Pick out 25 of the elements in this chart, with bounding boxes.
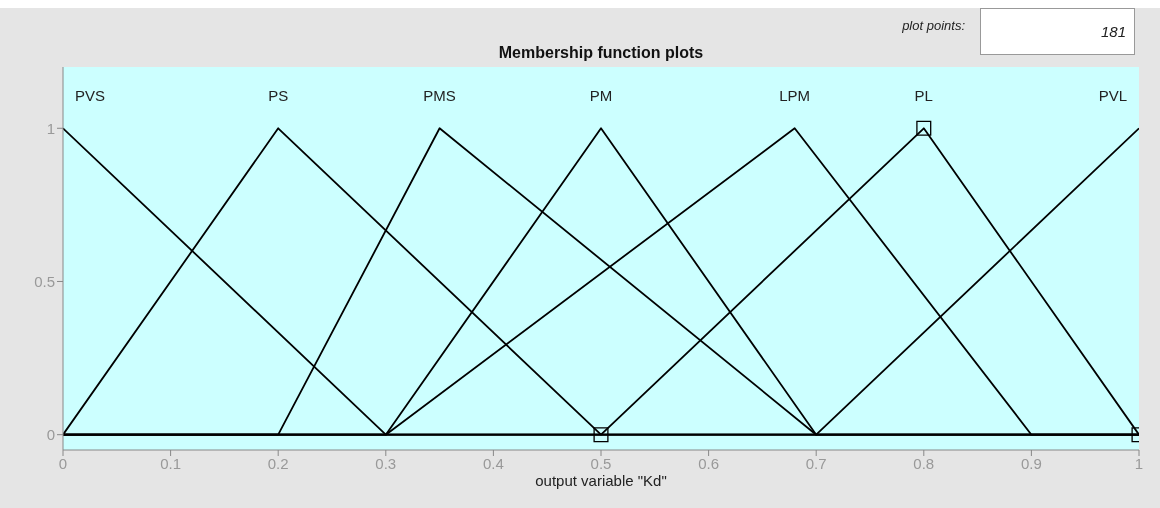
x-tick-label: 0.7 xyxy=(805,454,827,472)
x-tick-label: 0.4 xyxy=(482,454,504,472)
x-tick-label: 0.1 xyxy=(160,454,182,472)
x-tick-label: 0.5 xyxy=(590,454,612,472)
x-tick-label: 0.8 xyxy=(913,454,935,472)
text: 181 xyxy=(980,8,1135,55)
x-tick-label: 0.6 xyxy=(698,454,720,472)
y-tick-label: 0 xyxy=(46,426,55,444)
x-tick-label: 0.2 xyxy=(267,454,289,472)
text: plot points: xyxy=(901,18,965,33)
x-tick-label: 0.9 xyxy=(1020,454,1042,472)
series-label: PMS xyxy=(423,87,456,105)
y-tick-label: 0.5 xyxy=(34,272,55,290)
series-label: PVL xyxy=(1098,87,1127,105)
x-axis-title: output variable "Kd" xyxy=(535,472,667,489)
series-label: PVS xyxy=(75,87,106,105)
series-label: PL xyxy=(914,87,933,105)
series-label: PM xyxy=(589,87,613,105)
chart-title: Membership function plots xyxy=(497,44,705,62)
x-tick-label: 0.3 xyxy=(375,454,397,472)
y-tick-label: 1 xyxy=(46,119,55,137)
x-tick-label: 1 xyxy=(1134,454,1144,472)
x-tick-label: 0 xyxy=(58,454,68,472)
series-label: PS xyxy=(268,87,289,105)
series-label: LPM xyxy=(779,87,811,105)
